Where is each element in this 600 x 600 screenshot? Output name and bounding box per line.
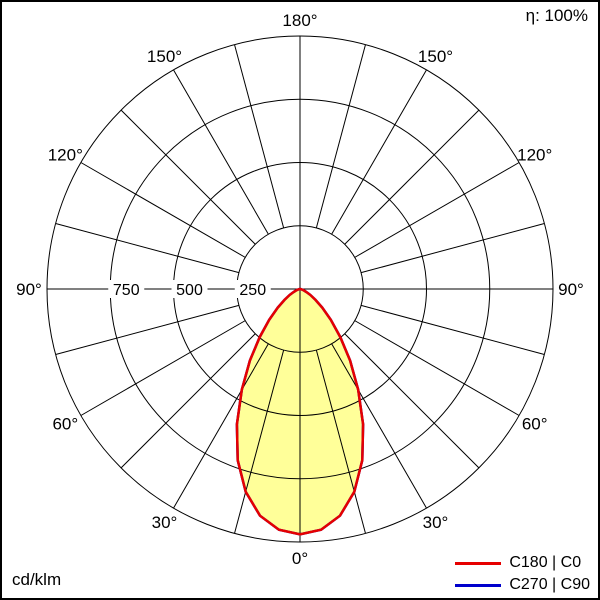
efficiency-label: η: 100%: [525, 6, 588, 25]
svg-text:60°: 60°: [52, 415, 78, 434]
svg-text:250: 250: [239, 282, 266, 299]
legend-item-c90: C270 | C90: [455, 576, 590, 594]
svg-text:750: 750: [113, 282, 140, 299]
unit-label: cd/klm: [12, 570, 62, 589]
legend-item-c0: C180 | C0: [455, 554, 590, 572]
svg-text:90°: 90°: [16, 280, 42, 299]
svg-text:120°: 120°: [517, 146, 552, 165]
svg-text:500: 500: [176, 282, 203, 299]
legend: C180 | C0 C270 | C90: [455, 554, 590, 594]
legend-line-c0-icon: [455, 561, 502, 565]
svg-text:90°: 90°: [558, 280, 584, 299]
svg-text:30°: 30°: [423, 513, 449, 532]
svg-text:60°: 60°: [522, 415, 548, 434]
legend-line-c90-icon: [455, 583, 502, 587]
svg-text:180°: 180°: [282, 11, 317, 30]
svg-text:120°: 120°: [48, 146, 83, 165]
svg-text:30°: 30°: [152, 513, 178, 532]
svg-text:150°: 150°: [418, 47, 453, 66]
legend-label-c0: C180 | C0: [509, 554, 582, 571]
legend-label-c90: C270 | C90: [509, 576, 590, 593]
svg-text:150°: 150°: [147, 47, 182, 66]
svg-text:0°: 0°: [292, 549, 308, 568]
